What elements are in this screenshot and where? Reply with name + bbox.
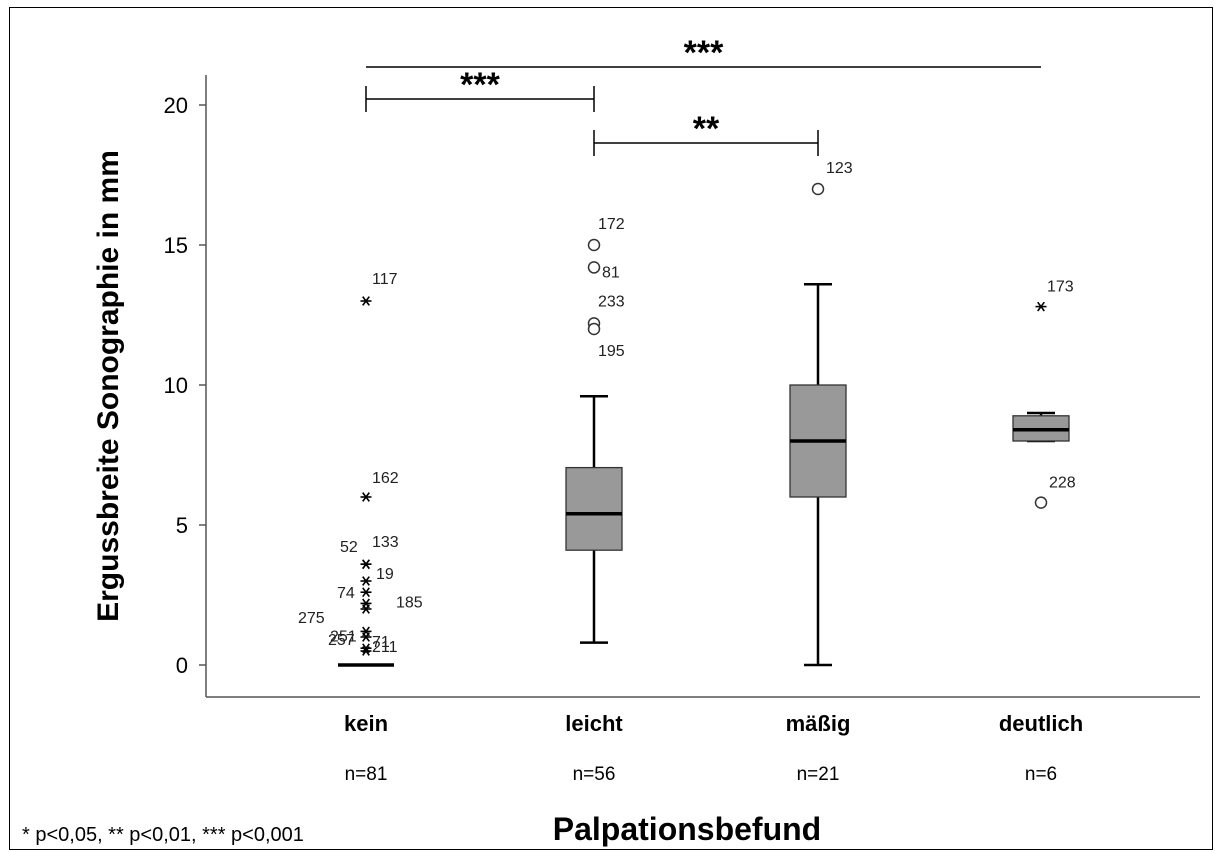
- outlier-star-133: [360, 559, 372, 570]
- iqr-box-group-2: [565, 466, 623, 551]
- n-count-group-4: n=6: [1025, 764, 1057, 785]
- x-tick-label-group-1: kein: [344, 711, 388, 736]
- outlier-star-185: [360, 598, 372, 609]
- outlier-circle-228: [1034, 496, 1048, 509]
- outlier-circle-81: [587, 261, 601, 274]
- outlier-label-257: 257: [328, 632, 355, 649]
- outlier-label-123: 123: [826, 160, 853, 177]
- significance-label-1: ***: [684, 34, 724, 72]
- outlier-label-172: 172: [598, 216, 625, 233]
- y-axis-title: Ergussbreite Sonographie in mm: [92, 150, 125, 622]
- outlier-star-19: [360, 576, 372, 586]
- x-tick-label-group-2: leicht: [565, 711, 623, 736]
- outlier-label-185: 185: [396, 594, 423, 611]
- x-tick-label-group-3: mäßig: [786, 711, 851, 736]
- outlier-label-275: 275: [298, 610, 325, 627]
- outlier-star-71: [360, 632, 372, 642]
- n-count-group-3: n=21: [797, 764, 840, 785]
- figure-frame: [9, 7, 1213, 850]
- outlier-label-195: 195: [598, 343, 625, 360]
- outlier-label-74: 74: [337, 585, 355, 602]
- outlier-star-211: [360, 646, 372, 656]
- y-tick-label: 10: [164, 373, 188, 398]
- y-tick-label: 20: [164, 93, 188, 118]
- outlier-label-133: 133: [372, 534, 399, 551]
- outlier-label-71: 71: [372, 634, 390, 651]
- significance-label-3: **: [693, 110, 720, 148]
- outlier-label-173: 173: [1047, 279, 1074, 296]
- outlier-label-52: 52: [340, 539, 358, 556]
- outlier-star-275: [360, 604, 372, 614]
- outlier-star-251: [360, 626, 372, 637]
- outlier-star-162: [360, 492, 372, 502]
- outlier-circle-195: [587, 322, 601, 336]
- n-count-group-2: n=56: [573, 764, 616, 785]
- significance-label-2: ***: [460, 66, 500, 104]
- y-tick-label: 5: [176, 513, 188, 538]
- outlier-star-117: [360, 296, 372, 306]
- x-tick-label-group-4: deutlich: [999, 711, 1083, 736]
- outlier-label-117: 117: [372, 271, 398, 288]
- significance-footnote: * p<0,05, ** p<0,01, *** p<0,001: [22, 824, 304, 846]
- n-count-group-1: n=81: [345, 764, 388, 785]
- outlier-label-228: 228: [1049, 475, 1076, 492]
- outlier-label-19: 19: [376, 566, 394, 583]
- outlier-label-233: 233: [598, 293, 625, 310]
- outlier-label-81: 81: [602, 264, 620, 281]
- outlier-star-74: [360, 587, 372, 598]
- outlier-circle-123: [811, 182, 825, 196]
- y-tick-label: 0: [176, 653, 188, 678]
- outlier-circle-172: [587, 238, 601, 252]
- outlier-label-251: 251: [330, 628, 357, 645]
- x-axis-title: Palpationsbefund: [553, 811, 821, 847]
- outlier-label-162: 162: [372, 470, 399, 487]
- outlier-label-211: 211: [372, 639, 398, 656]
- outlier-star-173: [1035, 301, 1047, 312]
- y-tick-label: 15: [164, 233, 188, 258]
